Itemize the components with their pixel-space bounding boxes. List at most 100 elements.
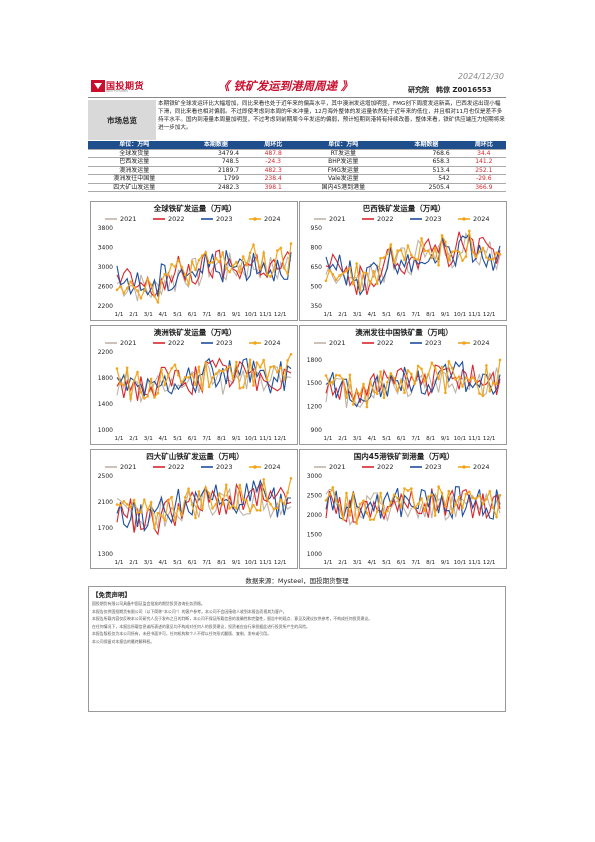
x-tick-label: 9/1 [441, 312, 450, 318]
series-point-2024 [457, 375, 461, 378]
series-point-2024 [491, 506, 495, 509]
series-point-2024 [396, 249, 399, 252]
series-point-2024 [231, 264, 235, 268]
series-point-2024 [331, 272, 335, 276]
series-point-2024 [420, 497, 423, 500]
x-tick-label: 11/1 [259, 436, 272, 442]
market-summary: 市场总览 本期铁矿全球发运环比大幅增加，同比来看也处于近年来的偏高水平，其中澳洲… [88, 100, 506, 140]
x-tick-label: 11/1 [259, 312, 272, 318]
table-row: 澳洲发往中国量 1799 238.4 Vale发运量 542 -29.6 [88, 174, 506, 184]
table-cell: 482.3 [251, 166, 296, 175]
series-point-2024 [255, 509, 259, 512]
x-tick-label: 4/1 [158, 560, 167, 566]
series-point-2024 [471, 496, 474, 500]
x-tick-label: 7/1 [202, 436, 211, 442]
legend-marker [253, 217, 257, 221]
table-cell: 1799 [180, 174, 252, 184]
series-point-2024 [279, 246, 283, 250]
x-tick-label: 11/1 [468, 436, 481, 442]
series-point-2024 [413, 506, 416, 509]
x-tick-label: 8/1 [217, 436, 226, 442]
series-point-2024 [365, 405, 369, 409]
x-tick-label: 10/1 [454, 436, 467, 442]
x-tick-label: 6/1 [397, 436, 406, 442]
disclaimer-title: 【免责声明】 [92, 591, 131, 599]
table-cell: FMG发运量 [295, 166, 392, 175]
series-point-2024 [139, 296, 143, 300]
series-point-2024 [248, 251, 252, 255]
series-point-2024 [450, 511, 454, 514]
table-cell: Vale发运量 [295, 174, 392, 184]
series-point-2024 [272, 365, 276, 368]
x-tick-label: 12/1 [483, 312, 496, 318]
series-point-2024 [491, 258, 495, 261]
series-line-2024 [116, 478, 292, 529]
series-point-2024 [218, 260, 221, 264]
series-point-2024 [396, 389, 399, 392]
table-cell: 542 [391, 174, 462, 184]
series-point-2024 [474, 379, 478, 383]
series-point-2024 [228, 507, 231, 510]
series-point-2024 [180, 513, 184, 517]
x-tick-label: 12/1 [274, 436, 287, 442]
table-row: 澳洲发运量 2189.7 482.3 FMG发运量 513.4 252.1 [88, 166, 506, 175]
x-tick-label: 4/1 [367, 436, 376, 442]
series-line-2024 [116, 354, 292, 400]
x-tick-label: 7/1 [202, 560, 211, 566]
series-point-2024 [231, 377, 235, 380]
x-tick-label: 5/1 [382, 436, 391, 442]
series-point-2024 [437, 377, 440, 381]
series-point-2024 [392, 493, 396, 497]
x-tick-label: 5/1 [173, 312, 182, 318]
line-chart: 澳洲铁矿发运量（万吨） 2021 2022 2023 2024 1000 1400 1800 2… [90, 325, 298, 445]
series-point-2024 [461, 506, 464, 509]
series-point-2024 [372, 518, 376, 521]
x-tick-label: 6/1 [188, 560, 197, 566]
series-point-2024 [447, 489, 451, 493]
chart-plot: 2021 2022 2023 2024 900 1200 1500 1800 1/1 2/1 3/1… [307, 339, 502, 442]
series-point-2024 [338, 374, 341, 377]
series-point-2024 [369, 380, 372, 383]
series-point-2024 [488, 490, 492, 493]
series-point-2024 [444, 391, 447, 395]
series-point-2024 [245, 499, 248, 503]
series-point-2024 [221, 251, 225, 254]
series-point-2024 [457, 250, 461, 254]
series-point-2024 [132, 286, 136, 289]
report-date: 2024/12/30 [457, 72, 504, 81]
legend-marker [253, 341, 257, 345]
series-point-2024 [180, 265, 184, 269]
series-point-2024 [180, 381, 184, 384]
series-point-2024 [166, 499, 170, 503]
series-point-2024 [214, 503, 218, 506]
series-point-2024 [262, 478, 265, 481]
legend-label: 2023 [425, 215, 442, 223]
summary-text: 本期铁矿全球发运环比大幅增加，同比来看也处于近年来的偏高水平，其中澳洲发运增加明… [158, 101, 505, 131]
series-point-2024 [423, 249, 427, 252]
series-point-2024 [348, 373, 352, 377]
x-tick-label: 7/1 [411, 312, 420, 318]
legend-label: 2024 [264, 215, 281, 223]
legend-label: 2022 [168, 215, 185, 223]
series-point-2024 [279, 366, 283, 369]
legend-label: 2024 [473, 463, 490, 471]
series-point-2024 [437, 264, 440, 267]
series-point-2024 [163, 383, 167, 387]
header-divider [88, 97, 506, 98]
series-point-2024 [324, 279, 328, 283]
table-header: 本期数据 [391, 141, 462, 150]
series-point-2024 [235, 507, 238, 510]
y-tick-label: 1800 [307, 357, 322, 364]
x-tick-label: 7/1 [411, 436, 420, 442]
series-point-2024 [235, 260, 238, 264]
series-point-2024 [345, 396, 348, 399]
table-cell: 768.6 [391, 149, 462, 158]
table-cell: 巴西发运量 [88, 157, 181, 167]
series-point-2024 [194, 383, 197, 387]
series-point-2024 [324, 499, 328, 502]
series-point-2024 [241, 498, 245, 501]
series-point-2024 [444, 505, 447, 508]
series-point-2024 [259, 366, 262, 369]
series-point-2024 [194, 268, 197, 272]
disclaimer-line: 在任何情况下，本报告所载信息或所表述的意见均不构成对任何人的投资建议，投资者应自… [92, 623, 310, 629]
